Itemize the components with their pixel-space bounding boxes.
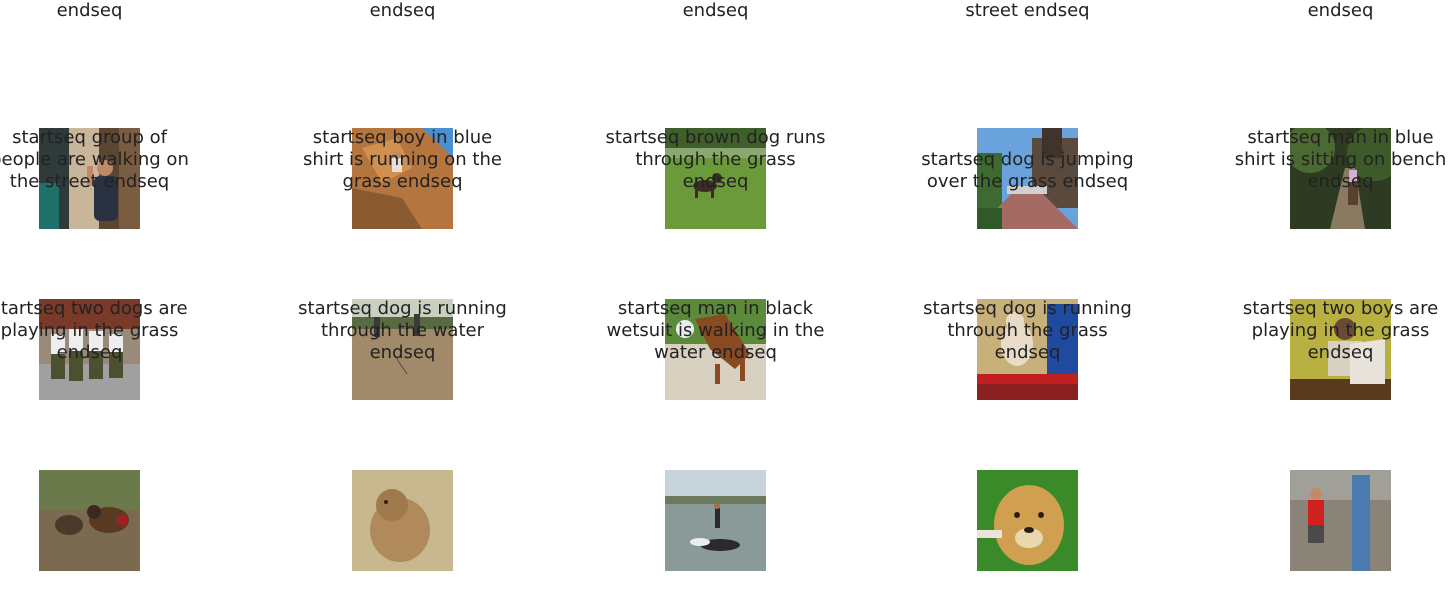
dog-on-grass-photo — [665, 128, 766, 229]
two-dogs-playing-photo — [39, 470, 140, 571]
image-caption: startseq boy in blue shirt is running on… — [303, 127, 502, 192]
dog-catching-ball-photo — [665, 299, 766, 400]
town-street-photo — [977, 128, 1078, 229]
image-caption: startseq man in red shirt is climbing ro… — [369, 0, 436, 21]
rock-climber-photo — [352, 128, 453, 229]
image-caption: startseq man in black wetsuit is walking… — [606, 298, 825, 363]
image-caption: startseq group of people are walking on … — [0, 127, 189, 192]
dirt-field-people-photo — [352, 299, 453, 400]
image-caption: startseq man in red shirt is standing on… — [1307, 0, 1374, 21]
image-caption: startseq man in black shirt and sunglass… — [56, 0, 123, 21]
golden-retriever-photo — [977, 470, 1078, 571]
image-caption: startseq dog is running through the gras… — [923, 298, 1132, 363]
image-caption: startseq dog is jumping over the grass e… — [921, 149, 1134, 192]
image-caption: startseq brown dog runs through the gras… — [605, 127, 826, 192]
soldiers-running-photo — [39, 299, 140, 400]
man-in-water-photo — [665, 470, 766, 571]
image-caption: startseq two boys are playing in the gra… — [1242, 298, 1439, 363]
man-reading-newspaper-photo — [1290, 299, 1391, 400]
wet-dog-photo — [352, 470, 453, 571]
dog-on-playground-photo — [977, 299, 1078, 400]
image-caption: startseq dog is running through the wate… — [298, 298, 507, 363]
boys-playing-photo — [1290, 470, 1391, 571]
man-in-black-shirt-street-photo — [39, 128, 140, 229]
image-caption: startseq two dogs are playing in the gra… — [0, 298, 188, 363]
image-caption: startseq man in red shirt is walking dow… — [965, 0, 1090, 21]
image-caption: startseq man in blue shirt is sitting on… — [1234, 127, 1447, 192]
image-caption: startseq dog is running through the gras… — [682, 0, 749, 21]
forest-trail-horse-photo — [1290, 128, 1391, 229]
